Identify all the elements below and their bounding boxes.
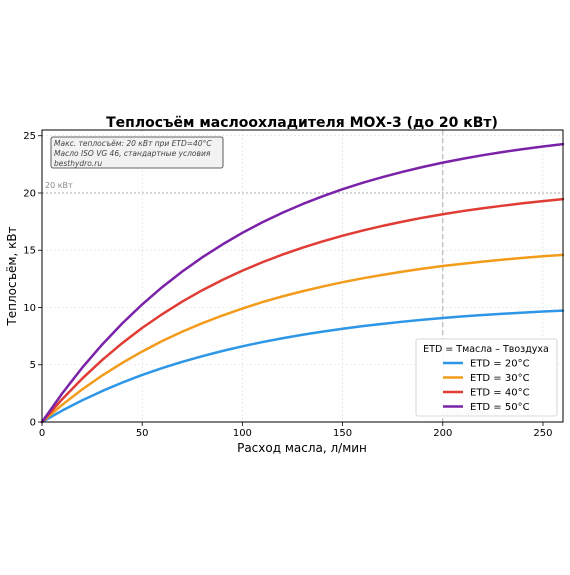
horizontal-reference-label: 20 кВт: [45, 181, 73, 190]
x-tick-label: 150: [333, 428, 352, 439]
legend-label-1: ETD = 20°C: [470, 359, 530, 370]
legend-label-4: ETD = 50°C: [470, 402, 530, 413]
y-tick-label: 25: [23, 131, 36, 142]
x-tick-label: 250: [533, 428, 552, 439]
series-layer: [40, 142, 565, 424]
legend-background: [415, 338, 558, 417]
y-tick-label: 0: [30, 418, 36, 429]
y-tick-label: 10: [23, 303, 36, 314]
series-line-1: [40, 309, 565, 424]
x-tick-label: 200: [433, 428, 452, 439]
legend-label-2: ETD = 30°C: [470, 373, 530, 384]
annotation-line-1: Макс. теплосъём: 20 кВт при ETD=40°C: [54, 139, 212, 148]
plot-frame: [41, 129, 564, 423]
y-tick-label: 5: [30, 360, 36, 371]
annotation-box-background: [50, 136, 224, 169]
chart-title: Теплосъём маслоохладителя МОХ-3 (до 20 к…: [106, 115, 498, 131]
annotation-line-2: Масло ISO VG 46, стандартные условия: [54, 149, 211, 158]
annotation-box: Макс. теплосъём: 20 кВт при ETD=40°C Мас…: [50, 136, 224, 169]
y-tick-label: 20: [23, 188, 36, 199]
legend-entries: ETD = 20°C ETD = 30°C ETD = 40°C ETD = 50°C: [443, 359, 530, 413]
x-tick-label: 0: [39, 428, 45, 439]
x-tick-label: 50: [136, 428, 149, 439]
y-tick-label: 15: [23, 246, 36, 257]
series-line-3: [40, 197, 565, 424]
legend-label-3: ETD = 40°C: [470, 388, 530, 399]
x-axis-ticks: 0 50 100 150 200 250: [39, 422, 553, 439]
series-line-4: [40, 142, 565, 424]
legend-title: ETD = Тмасла – Твоздуха: [423, 344, 549, 355]
series-line-2: [40, 253, 565, 424]
annotation-line-3: besthydro.ru: [54, 159, 102, 168]
x-axis-label: Расход масла, л/мин: [237, 441, 367, 455]
y-axis-ticks: 0 5 10 15 20 25: [23, 131, 42, 429]
x-tick-label: 100: [233, 428, 252, 439]
y-axis-label: Теплосъём, кВт: [5, 226, 19, 326]
